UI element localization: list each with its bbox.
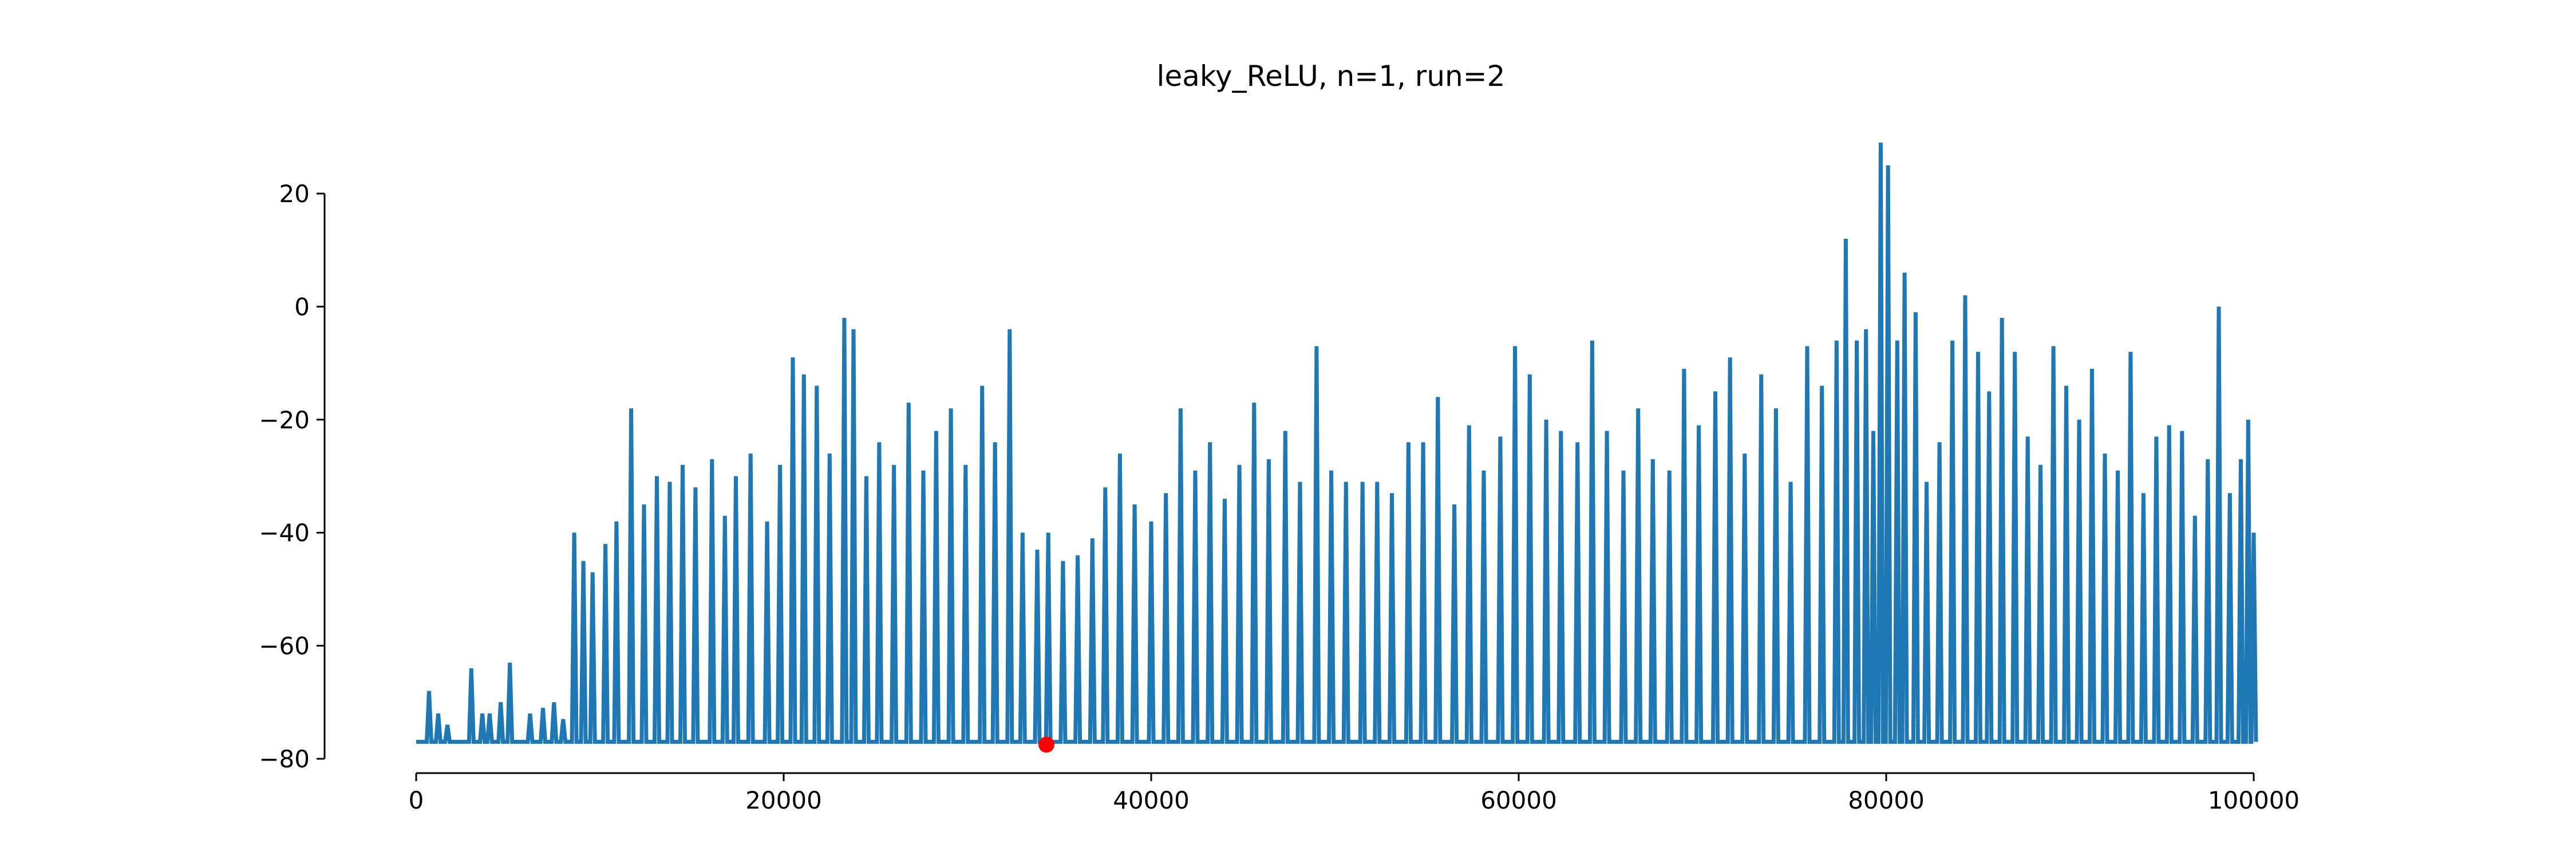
y-tick-label: −80 bbox=[259, 745, 310, 773]
y-tick-label: 0 bbox=[294, 293, 310, 321]
x-tick-label: 0 bbox=[409, 786, 424, 814]
x-tick-label: 80000 bbox=[1848, 786, 1925, 814]
marker-point-0 bbox=[1038, 736, 1055, 753]
y-tick-label: −60 bbox=[259, 632, 310, 660]
chart-title: leaky_ReLU, n=1, run=2 bbox=[1157, 60, 1506, 93]
x-tick-label: 60000 bbox=[1480, 786, 1557, 814]
y-tick-label: 20 bbox=[279, 180, 310, 208]
x-tick-label: 100000 bbox=[2208, 786, 2300, 814]
y-tick-label: −40 bbox=[259, 519, 310, 547]
x-tick-label: 20000 bbox=[745, 786, 822, 814]
y-tick-label: −20 bbox=[259, 406, 310, 434]
plot-area bbox=[416, 143, 2258, 753]
x-axis: 0 20000 40000 60000 80000 100000 bbox=[409, 772, 2300, 814]
x-tick-label: 40000 bbox=[1113, 786, 1190, 814]
series-line-0 bbox=[416, 143, 2258, 744]
y-axis: −80 −60 −40 −20 0 20 bbox=[259, 180, 326, 773]
